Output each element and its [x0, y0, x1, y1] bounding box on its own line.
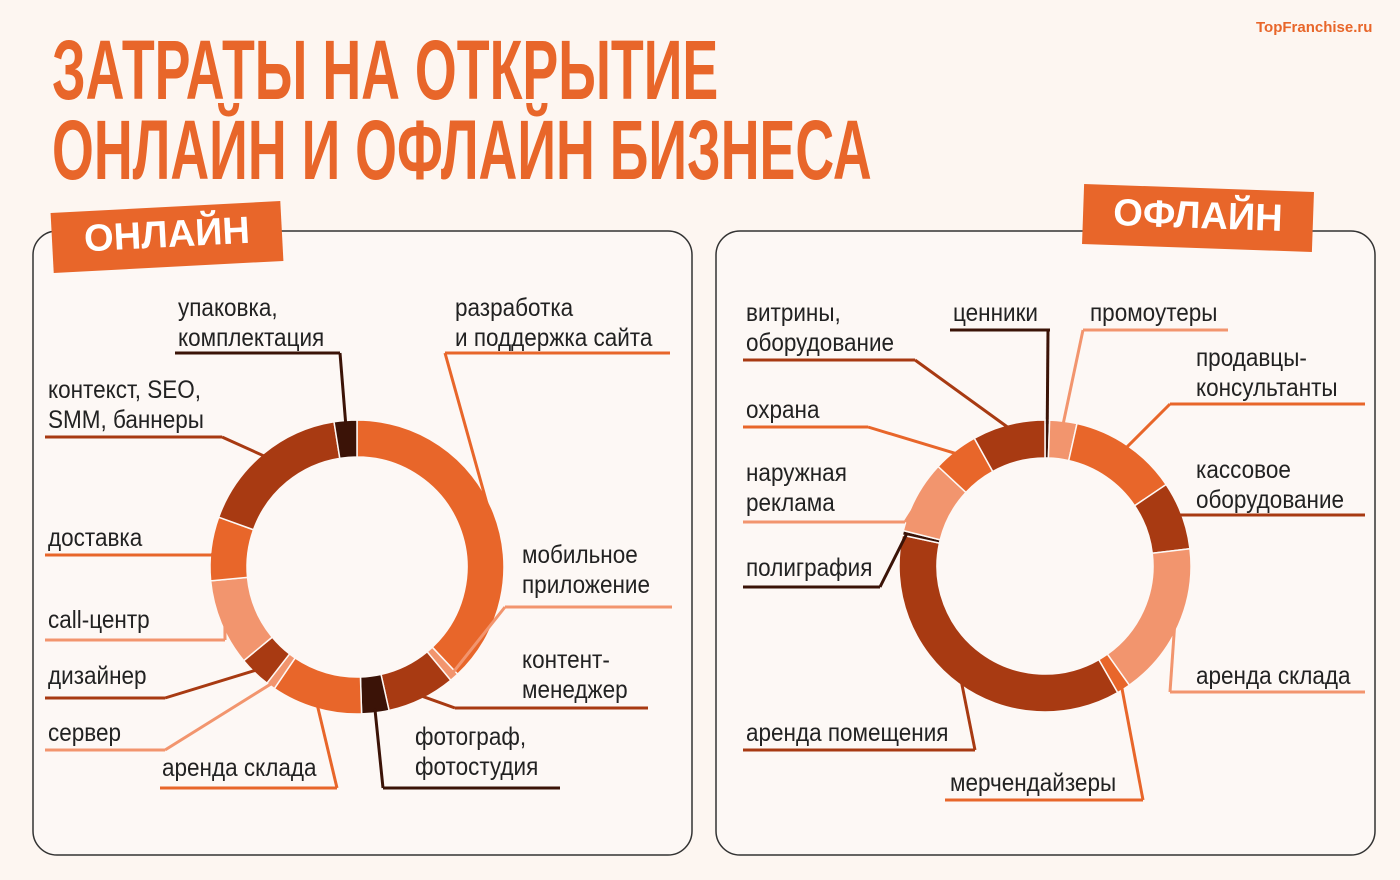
- segment-label: дизайнер: [48, 662, 147, 690]
- leader-line: [1119, 685, 1145, 801]
- leader-line: [164, 681, 274, 752]
- segment-label: аренда склада: [162, 754, 317, 782]
- leader-line: [443, 352, 492, 515]
- leader-line: [419, 694, 456, 710]
- segment-label: полиграфия: [746, 554, 873, 582]
- leader-line: [210, 548, 217, 556]
- title: ОНЛАЙН И ОФЛАЙН БИЗНЕСА: [52, 103, 872, 197]
- segment-label: витрины, оборудование: [746, 299, 895, 357]
- tag-box: [50, 201, 284, 273]
- panel: [715, 230, 1376, 856]
- segment-label: упаковка, комплектация: [178, 294, 325, 352]
- segment-label: call-центр: [48, 606, 150, 634]
- leader-line: [959, 680, 977, 751]
- title: ЗАТРАТЫ НА ОТКРЫТИЕ: [52, 23, 719, 117]
- leader-line: [373, 708, 385, 789]
- segment-label: промоутеры: [1090, 299, 1218, 327]
- segment-label: продавцы- консультанты: [1196, 344, 1338, 402]
- segment-label: ценники: [953, 299, 1038, 327]
- panel: [32, 230, 693, 856]
- leader-line: [164, 668, 258, 700]
- segment-label: контент- менеджер: [522, 646, 628, 704]
- section-title: ОФЛАЙН: [1112, 192, 1284, 240]
- segment-label: мобильное приложение: [522, 541, 650, 599]
- leader-line: [867, 425, 959, 456]
- brand: TopFranchise.ru: [1256, 19, 1373, 36]
- leader-line: [1045, 329, 1050, 425]
- segment-label: аренда склада: [1196, 662, 1351, 690]
- leader-line: [903, 497, 922, 523]
- segment-label: сервер: [48, 719, 122, 747]
- section-title: ОНЛАЙН: [83, 209, 251, 261]
- leader-line: [1061, 329, 1085, 426]
- donut-segment: [333, 419, 358, 460]
- tag-box: [1082, 184, 1314, 252]
- leader-line: [338, 352, 348, 425]
- segment-label: разработка и поддержка сайта: [455, 294, 653, 352]
- segment-label: кассовое оборудование: [1196, 456, 1345, 514]
- segment-label: аренда помещения: [746, 719, 949, 747]
- leader-line: [1169, 513, 1179, 519]
- segment-label: охрана: [746, 396, 820, 424]
- leader-line: [914, 358, 1011, 430]
- donut-segment: [973, 419, 1046, 473]
- leader-line: [315, 703, 339, 789]
- leader-line: [878, 533, 909, 588]
- leader-line: [1124, 402, 1172, 450]
- segment-label: фотограф, фотостудия: [415, 723, 539, 781]
- leader-line: [1168, 623, 1177, 693]
- donut-segment: [898, 534, 1119, 713]
- segment-label: доставка: [48, 524, 143, 552]
- segment-label: мерчендайзеры: [950, 769, 1117, 797]
- segment-label: контекст, SEO, SMM, баннеры: [48, 376, 204, 434]
- leader-line: [450, 606, 507, 676]
- leader-line: [221, 435, 267, 459]
- segment-label: наружная реклама: [746, 459, 847, 517]
